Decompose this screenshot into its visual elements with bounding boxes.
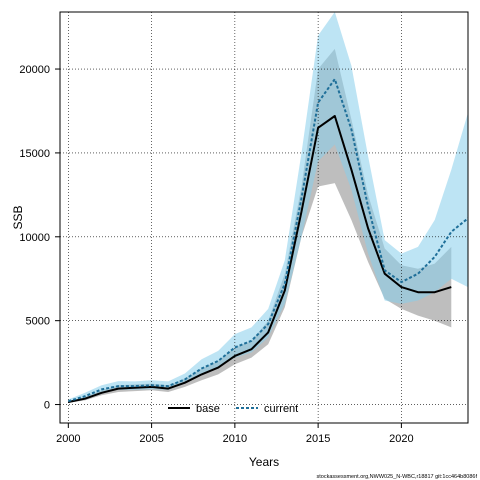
y-tick-label-0: 0 (44, 400, 50, 412)
x-axis-label: Years (249, 455, 279, 469)
x-tick-label-2005: 2005 (139, 433, 163, 445)
x-tick-label-2015: 2015 (306, 433, 330, 445)
confidence-bands (68, 12, 468, 403)
footnote: stockassessment.org,NWW025_N-WBC,r18817 … (317, 474, 478, 480)
x-tick-label-2020: 2020 (389, 433, 413, 445)
grid-lines (60, 12, 468, 423)
y-tick-label-20000: 20000 (19, 64, 50, 76)
legend: base current (168, 403, 298, 415)
y-tick-label-5000: 5000 (26, 316, 50, 328)
y-axis-label: SSB (11, 205, 25, 229)
x-axis: 2000 2005 2010 2015 2020 (56, 423, 414, 445)
x-tick-label-2000: 2000 (56, 433, 80, 445)
series-lines (68, 78, 468, 403)
base-line (68, 115, 452, 403)
base-confidence-band (68, 48, 452, 403)
y-tick-label-15000: 15000 (19, 148, 50, 160)
legend-base-label: base (196, 403, 220, 415)
current-line (68, 78, 468, 403)
y-axis: 0 5000 10000 15000 20000 (19, 64, 60, 412)
y-tick-label-10000: 10000 (19, 232, 50, 244)
legend-current-label: current (264, 403, 298, 415)
plot-frame (59, 11, 469, 424)
x-tick-label-2010: 2010 (223, 433, 247, 445)
